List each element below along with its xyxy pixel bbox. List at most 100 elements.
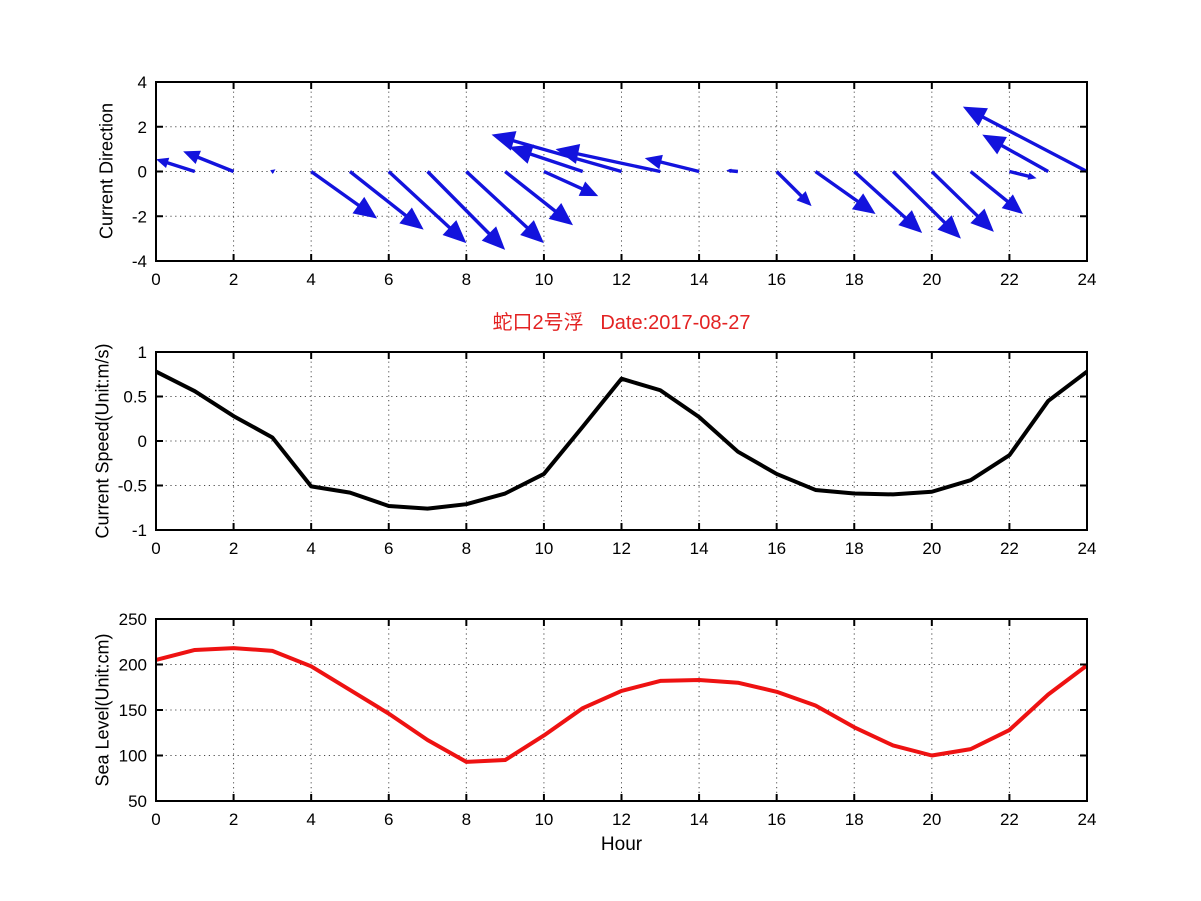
x-tick-label: 12 — [612, 539, 631, 558]
x-tick-label: 8 — [462, 539, 471, 558]
x-tick-label: 8 — [462, 270, 471, 289]
x-tick-label: 0 — [151, 539, 160, 558]
current-speed-chart: 0 2 4 6 8 10 12 14 16 18 20 22 24-1-0.500.51 — [118, 343, 1097, 558]
gridlines — [156, 619, 1087, 801]
current-arrow-head — [578, 181, 599, 197]
x-tick-label: 16 — [767, 539, 786, 558]
x-tick-label: 2 — [229, 810, 238, 829]
current-arrow-shaft — [387, 170, 458, 235]
x-tick-label: 10 — [534, 270, 553, 289]
x-tick-label: 12 — [612, 810, 631, 829]
current-arrow-head — [491, 131, 517, 151]
current-arrow-head — [644, 154, 663, 170]
x-tick-label: 24 — [1078, 270, 1097, 289]
current-arrow-head — [555, 144, 581, 164]
current-arrow-head — [509, 144, 535, 164]
x-tick-label: 4 — [306, 810, 315, 829]
current-speed-data — [156, 369, 1087, 511]
x-tick-label: 14 — [690, 270, 709, 289]
plot-title: 蛇口2号浮 Date:2017-08-27 — [492, 312, 751, 334]
y-tick-label: 0 — [138, 432, 147, 451]
current-direction-data — [109, 106, 1087, 250]
current-arrow-head — [796, 191, 812, 207]
current-arrow-shaft — [775, 170, 807, 202]
current-arrow-head — [109, 153, 125, 165]
y-tick-label: 0 — [138, 163, 147, 182]
current-arrow-head — [548, 202, 574, 226]
x-tick-label: 22 — [1000, 539, 1019, 558]
x-tick-label: 18 — [845, 270, 864, 289]
x-tick-label: 10 — [534, 539, 553, 558]
current-arrow-shaft — [543, 169, 590, 194]
current-arrow-head — [970, 208, 994, 232]
y-tick-label: 1 — [138, 343, 147, 362]
y-tick-label: 0.5 — [123, 388, 147, 407]
current-arrow-shaft — [891, 170, 953, 231]
x-tick-label: 20 — [922, 810, 941, 829]
current-arrow-head — [962, 106, 988, 127]
x-tick-label: 0 — [151, 810, 160, 829]
current-arrow-shaft — [310, 170, 367, 212]
x-tick-label: 14 — [690, 810, 709, 829]
gridlines — [156, 82, 1087, 261]
current-arrow-shaft — [348, 170, 414, 223]
current-arrow-shaft — [814, 170, 866, 208]
x-tick-label: 20 — [922, 270, 941, 289]
current-arrow-shaft — [568, 150, 661, 174]
y-tick-label: 250 — [119, 610, 147, 629]
current-arrow-shaft — [162, 159, 196, 174]
current-arrow-head — [352, 196, 378, 219]
current-arrow-shaft — [521, 149, 584, 174]
y-tick-label: -2 — [132, 207, 147, 226]
current-speed-line — [156, 369, 1087, 511]
current-arrow-shaft — [853, 170, 914, 226]
current-arrow-head — [726, 168, 732, 174]
y-tick-label: 150 — [119, 701, 147, 720]
current-arrow-shaft — [504, 170, 564, 218]
x-tick-label: 0 — [151, 270, 160, 289]
x-tick-label: 24 — [1078, 539, 1097, 558]
y-tick-label: -0.5 — [118, 477, 147, 496]
current-speed-axes: 0 2 4 6 8 10 12 14 16 18 20 22 24-1-0.500.51 — [118, 343, 1097, 558]
sea-level-data — [156, 646, 1087, 764]
x-tick-label: 12 — [612, 270, 631, 289]
current-arrow-shaft — [191, 153, 235, 174]
current-arrow-head — [1027, 172, 1037, 180]
current-arrow-shaft — [654, 158, 700, 174]
y-tick-label: 4 — [138, 73, 147, 92]
x-tick-label: 20 — [922, 539, 941, 558]
x-tick-label: 24 — [1078, 810, 1097, 829]
current-arrow-head — [183, 150, 201, 165]
x-tick-label: 8 — [462, 810, 471, 829]
x-tick-label: 22 — [1000, 810, 1019, 829]
current-arrow-shaft — [974, 111, 1087, 174]
y-tick-label: -4 — [132, 252, 147, 271]
sea-level-line — [156, 646, 1087, 764]
x-tick-label: 10 — [534, 810, 553, 829]
x-tick-label: 18 — [845, 539, 864, 558]
y-tick-label: 2 — [138, 118, 147, 137]
y-tick-label: 100 — [119, 747, 147, 766]
y-tick-label: 50 — [128, 792, 147, 811]
current-arrow-shaft — [504, 136, 622, 174]
y-tick-label: 200 — [119, 656, 147, 675]
current-arrow-shaft — [993, 139, 1050, 173]
x-tick-label: 6 — [384, 270, 393, 289]
x-tick-label: 14 — [690, 539, 709, 558]
x-tick-label: 2 — [229, 539, 238, 558]
current-arrow-head — [1001, 194, 1023, 215]
x-tick-label: 4 — [306, 270, 315, 289]
x-tick-label: 6 — [384, 810, 393, 829]
current-arrow-head — [982, 134, 1007, 155]
current-arrow-shaft — [465, 170, 535, 235]
current-arrow-shaft — [969, 170, 1015, 208]
current-arrow-head — [442, 220, 467, 244]
x-tick-label: 4 — [306, 539, 315, 558]
y-tick-label: -1 — [132, 521, 147, 540]
current-arrow-head — [270, 169, 276, 174]
x-tick-label: 16 — [767, 810, 786, 829]
current-arrow-shaft — [1009, 169, 1033, 179]
